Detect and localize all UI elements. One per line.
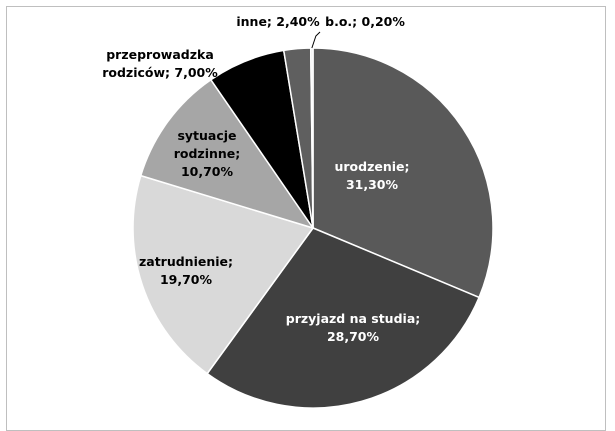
data-label: inne; 2,40% [236, 14, 320, 29]
data-label: sytuacje rodzinne; 10,70% [173, 128, 241, 179]
data-label: b.o.; 0,20% [325, 14, 405, 29]
pie-slice [206, 227, 481, 409]
pie-slice [309, 47, 314, 229]
data-label: zatrudnienie; 19,70% [138, 254, 234, 287]
leader-line [311, 31, 321, 49]
data-label: urodzenie; 31,30% [334, 159, 410, 192]
data-label: przeprowadzka rodziców; 7,00% [102, 47, 218, 80]
data-label: przyjazd na studia; 28,70% [285, 311, 421, 344]
pie-slice [139, 78, 315, 230]
pie-slice [312, 47, 494, 299]
pie-slice [132, 174, 315, 375]
